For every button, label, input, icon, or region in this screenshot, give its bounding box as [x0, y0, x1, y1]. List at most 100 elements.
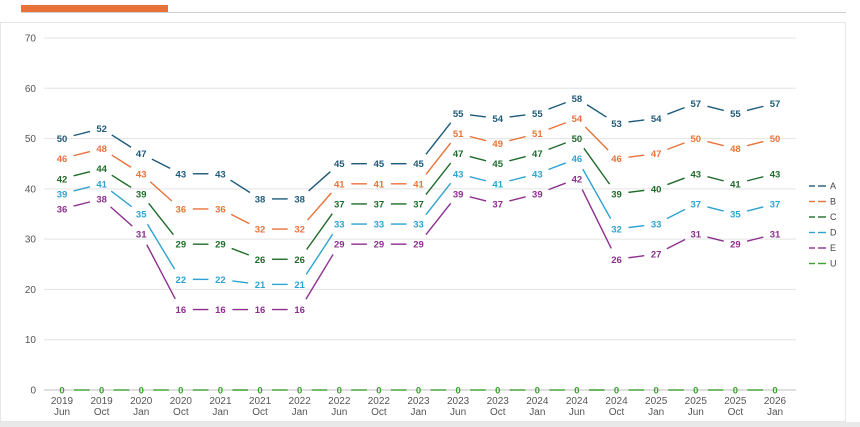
x-tick-label: Jun — [688, 407, 704, 418]
series-U-data-label: 0 — [495, 386, 500, 397]
series-U-data-label: 0 — [337, 386, 342, 397]
x-tick-label: 2023 — [407, 396, 430, 407]
series-A-segment — [746, 105, 764, 112]
series-B-segment — [667, 142, 685, 151]
x-tick-label: 2023 — [487, 396, 510, 407]
series-B-segment — [111, 154, 132, 168]
series-D-segment — [666, 208, 686, 220]
series-D-data-label: 35 — [730, 210, 741, 221]
series-C-data-label: 37 — [374, 199, 385, 210]
x-tick-label: Jan — [410, 407, 426, 418]
series-B-segment — [628, 154, 645, 158]
series-E-data-label: 16 — [176, 305, 187, 316]
x-tick-label: 2024 — [605, 396, 628, 407]
series-D-data-label: 22 — [215, 275, 226, 286]
series-A-data-label: 57 — [690, 99, 701, 110]
series-D-data-label: 43 — [532, 169, 543, 180]
series-U-data-label: 0 — [139, 386, 144, 397]
series-D-segment — [707, 206, 724, 212]
x-tick-label: 2020 — [170, 396, 193, 407]
series-A-data-label: 45 — [413, 159, 424, 170]
series-E-data-label: 29 — [374, 240, 385, 251]
series-E-data-label: 27 — [651, 250, 662, 261]
x-tick-label: Jan — [767, 407, 783, 418]
series-E-data-label: 29 — [334, 240, 345, 251]
x-tick-label: Oct — [173, 407, 189, 418]
series-C-data-label: 43 — [690, 169, 701, 180]
series-B-data-label: 51 — [532, 129, 543, 140]
legend-label-U: U — [830, 259, 837, 269]
x-tick-label: 2019 — [51, 396, 74, 407]
series-D-segment — [146, 223, 176, 270]
series-A-data-label: 54 — [492, 114, 503, 125]
series-B-data-label: 41 — [334, 179, 345, 190]
series-B-data-label: 47 — [651, 149, 662, 160]
series-C-data-label: 47 — [532, 149, 543, 160]
series-D-data-label: 41 — [492, 179, 503, 190]
series-C-data-label: 47 — [453, 149, 464, 160]
x-tick-label: 2022 — [328, 396, 351, 407]
series-C-segment — [509, 155, 526, 162]
x-tick-label: Jun — [450, 407, 466, 418]
series-E-data-label: 31 — [690, 230, 701, 241]
series-U-data-label: 0 — [257, 386, 262, 397]
series-E-data-label: 37 — [492, 199, 503, 210]
series-C-segment — [667, 177, 685, 186]
series-C-data-label: 37 — [334, 199, 345, 210]
series-A-data-label: 57 — [770, 99, 781, 110]
series-D-segment — [548, 162, 566, 171]
series-C-data-label: 44 — [96, 164, 107, 175]
series-C-segment — [469, 155, 487, 162]
series-A-segment — [425, 122, 452, 155]
bottom-scroll-strip — [0, 422, 860, 427]
series-B-segment — [307, 192, 332, 221]
series-D-data-label: 21 — [294, 280, 305, 291]
series-C-data-label: 43 — [770, 169, 781, 180]
series-B-segment — [548, 122, 566, 130]
chart-frame — [0, 22, 846, 422]
y-tick-label: 30 — [25, 235, 37, 246]
series-E-segment — [146, 244, 176, 300]
series-U-data-label: 0 — [535, 386, 540, 397]
series-E-segment — [509, 196, 526, 202]
series-D-data-label: 37 — [690, 199, 701, 210]
series-U-data-label: 0 — [297, 386, 302, 397]
series-A-segment — [151, 158, 171, 169]
series-D-data-label: 37 — [770, 199, 781, 210]
x-tick-label: 2022 — [368, 396, 391, 407]
series-E-segment — [707, 236, 724, 242]
series-U-data-label: 0 — [455, 386, 460, 397]
series-C-data-label: 29 — [176, 240, 187, 251]
series-D-data-label: 32 — [611, 225, 622, 236]
series-D-segment — [469, 176, 487, 182]
series-A-data-label: 55 — [532, 109, 543, 120]
y-tick-label: 70 — [25, 34, 37, 45]
series-D-segment — [232, 280, 249, 284]
series-D-segment — [509, 176, 526, 182]
series-E-data-label: 38 — [96, 194, 107, 205]
x-tick-label: 2021 — [209, 396, 232, 407]
series-A-segment — [628, 119, 645, 123]
series-D-segment — [628, 224, 645, 229]
series-B-data-label: 43 — [136, 169, 147, 180]
series-E-segment — [305, 254, 334, 300]
series-C-segment — [746, 176, 764, 182]
series-B-data-label: 32 — [294, 225, 305, 236]
series-D-data-label: 33 — [651, 220, 662, 231]
header-accent-bar — [21, 5, 168, 13]
series-E-data-label: 39 — [453, 189, 464, 200]
series-C-segment — [628, 189, 645, 194]
series-A-data-label: 55 — [730, 109, 741, 120]
series-A-segment — [308, 171, 331, 192]
series-A-segment — [509, 114, 526, 118]
series-D-data-label: 43 — [453, 169, 464, 180]
series-U-data-label: 0 — [614, 386, 619, 397]
series-E-segment — [666, 238, 686, 250]
series-B-segment — [149, 181, 173, 202]
series-E-data-label: 16 — [215, 305, 226, 316]
series-D-data-label: 22 — [176, 275, 187, 286]
x-tick-label: 2024 — [566, 396, 589, 407]
series-U-data-label: 0 — [218, 386, 223, 397]
series-C-segment — [548, 142, 566, 151]
